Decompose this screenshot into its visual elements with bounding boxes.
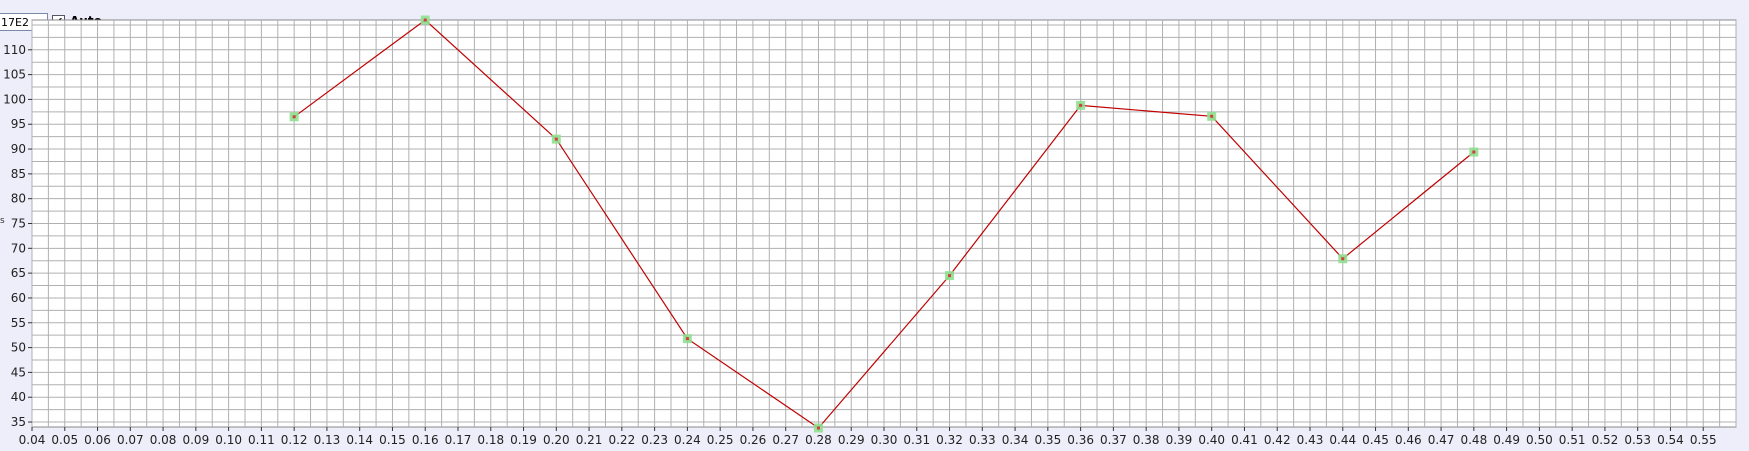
x-tick-label: 0.49 (1493, 433, 1520, 447)
x-tick-label: 0.05 (51, 433, 78, 447)
x-tick-label: 0.35 (1034, 433, 1061, 447)
x-tick-label: 0.08 (150, 433, 177, 447)
y-axis-letter: s (0, 216, 5, 226)
x-tick-label: 0.24 (674, 433, 701, 447)
data-point-marker (813, 423, 823, 433)
series-line (293, 19, 1475, 429)
data-point-marker (1076, 100, 1086, 110)
x-tick-label: 0.21 (576, 433, 603, 447)
y-tick-label: 70 (11, 241, 26, 255)
y-tick-label: 85 (11, 167, 26, 181)
x-tick-label: 0.48 (1460, 433, 1487, 447)
grid-lines (31, 20, 1737, 427)
x-tick-label: 0.39 (1166, 433, 1193, 447)
y-tick-label: 50 (11, 341, 26, 355)
x-tick-label: 0.38 (1133, 433, 1160, 447)
y-tick-label: 95 (11, 117, 26, 131)
x-tick-label: 0.20 (543, 433, 570, 447)
x-tick-label: 0.44 (1329, 433, 1356, 447)
x-tick-label: 0.06 (84, 433, 111, 447)
x-tick-label: 0.54 (1657, 433, 1684, 447)
x-tick-label: 0.30 (871, 433, 898, 447)
y-tick-label: 110 (3, 43, 26, 57)
data-point-marker (1338, 254, 1348, 264)
x-tick-label: 0.55 (1690, 433, 1717, 447)
data-point-marker (551, 134, 561, 144)
y-tick-label: 75 (11, 217, 26, 231)
y-axis-ticks: 35 40 45 50 55 60 65 70 75 80 85 90 95 100 105 110 (3, 43, 32, 429)
data-point-marker (945, 271, 955, 281)
x-axis-ticks: 0.04 0.05 0.06 0.07 0.08 0.09 0.10 0.11 0.12 0.13… (19, 427, 1717, 447)
x-tick-label: 0.47 (1428, 433, 1455, 447)
x-tick-label: 0.26 (740, 433, 767, 447)
x-tick-label: 0.27 (772, 433, 799, 447)
data-point-marker (1207, 111, 1217, 121)
x-tick-label: 0.10 (215, 433, 242, 447)
x-tick-label: 0.16 (412, 433, 439, 447)
y-tick-label: 100 (3, 92, 26, 106)
y-tick-label: 80 (11, 192, 26, 206)
y-tick-label: 55 (11, 316, 26, 330)
x-tick-label: 0.15 (379, 433, 406, 447)
x-tick-label: 0.37 (1100, 433, 1127, 447)
y-tick-label: 45 (11, 365, 26, 379)
x-tick-label: 0.52 (1592, 433, 1619, 447)
series-markers (289, 15, 1479, 433)
x-tick-label: 0.51 (1559, 433, 1586, 447)
x-tick-label: 0.33 (969, 433, 996, 447)
x-tick-label: 0.53 (1624, 433, 1651, 447)
x-tick-label: 0.28 (805, 433, 832, 447)
x-tick-label: 0.04 (19, 433, 46, 447)
x-tick-label: 0.32 (936, 433, 963, 447)
x-tick-label: 0.12 (281, 433, 308, 447)
y-tick-label: 35 (11, 415, 26, 429)
x-tick-label: 0.14 (346, 433, 373, 447)
y-tick-label: 105 (3, 68, 26, 82)
x-tick-label: 0.29 (838, 433, 865, 447)
data-point-marker (420, 15, 430, 25)
x-tick-label: 0.13 (314, 433, 341, 447)
x-tick-label: 0.22 (608, 433, 635, 447)
x-tick-label: 0.36 (1067, 433, 1094, 447)
x-tick-label: 0.17 (445, 433, 472, 447)
x-tick-label: 0.50 (1526, 433, 1553, 447)
x-tick-label: 0.19 (510, 433, 537, 447)
y-tick-label: 60 (11, 291, 26, 305)
y-tick-label: 90 (11, 142, 26, 156)
x-tick-label: 0.23 (641, 433, 668, 447)
x-tick-label: 0.42 (1264, 433, 1291, 447)
x-tick-label: 0.11 (248, 433, 275, 447)
data-point-marker (682, 334, 692, 344)
x-tick-label: 0.34 (1002, 433, 1029, 447)
x-tick-label: 0.43 (1297, 433, 1324, 447)
x-tick-label: 0.46 (1395, 433, 1422, 447)
x-tick-label: 0.18 (477, 433, 504, 447)
x-tick-label: 0.45 (1362, 433, 1389, 447)
x-tick-label: 0.09 (182, 433, 209, 447)
x-tick-label: 0.07 (117, 433, 144, 447)
y-tick-label: 40 (11, 390, 26, 404)
x-tick-label: 0.25 (707, 433, 734, 447)
x-tick-label: 0.31 (903, 433, 930, 447)
data-point-marker (1469, 147, 1479, 157)
data-point-marker (289, 112, 299, 122)
x-tick-label: 0.41 (1231, 433, 1258, 447)
x-tick-label: 0.40 (1198, 433, 1225, 447)
y-tick-label: 65 (11, 266, 26, 280)
